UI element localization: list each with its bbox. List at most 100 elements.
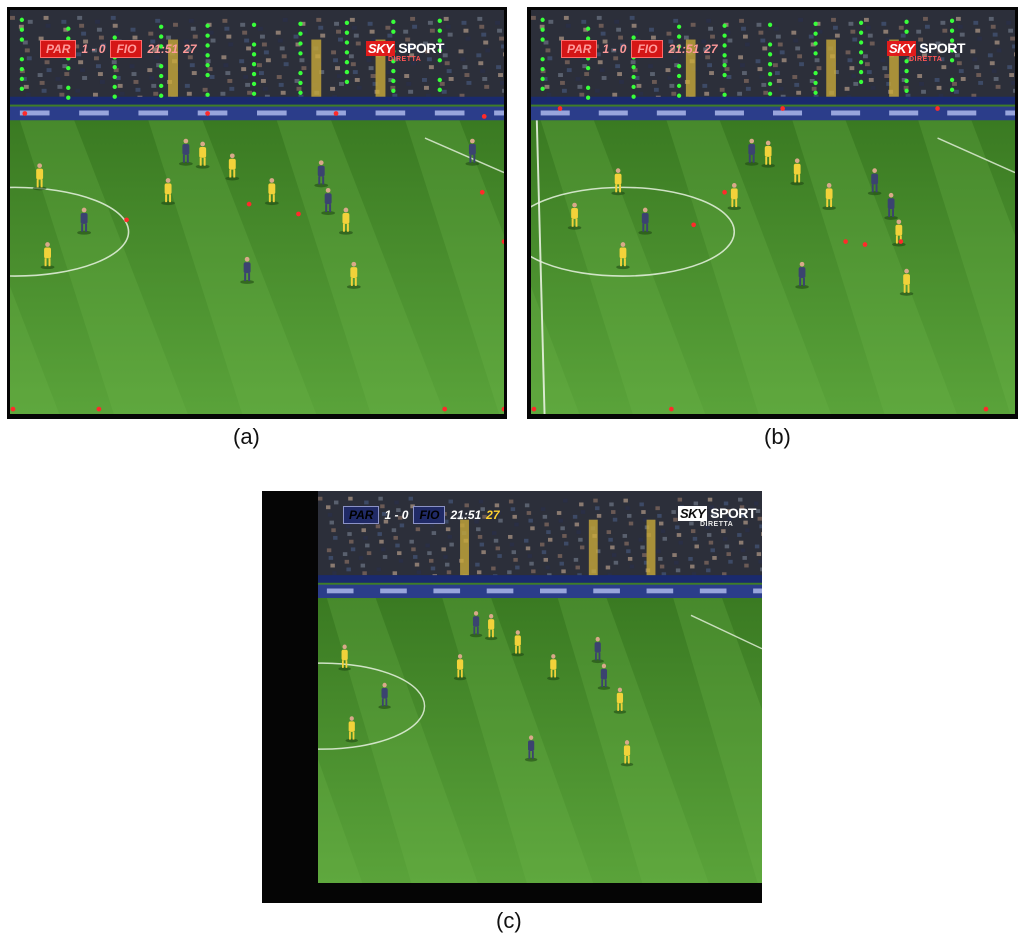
spectator xyxy=(632,68,638,73)
spectator xyxy=(863,17,869,22)
stand-stairs xyxy=(588,519,598,579)
feature-point-inlier xyxy=(858,20,864,25)
spectator xyxy=(442,53,448,58)
spectator xyxy=(918,37,924,42)
spectator xyxy=(924,24,930,29)
feature-point-inlier xyxy=(158,44,164,49)
spectator xyxy=(130,27,136,32)
spectator xyxy=(601,76,607,80)
spectator xyxy=(377,532,382,536)
spectator xyxy=(622,534,628,538)
spectator xyxy=(615,64,621,69)
spectator xyxy=(424,49,430,54)
spectator xyxy=(614,19,620,24)
spectator xyxy=(869,41,875,46)
feature-point-inlier xyxy=(158,24,164,29)
spectator xyxy=(524,538,529,543)
feature-point-inlier xyxy=(205,33,210,38)
spectator xyxy=(737,91,743,96)
spectator xyxy=(414,562,420,567)
feature-point-inlier xyxy=(858,79,864,85)
spectator xyxy=(596,15,602,20)
spectator xyxy=(561,569,566,574)
spectator xyxy=(542,77,548,81)
centre-circle xyxy=(10,186,130,277)
spectator xyxy=(668,39,674,44)
spectator xyxy=(922,53,927,58)
spectator xyxy=(970,49,976,54)
feature-point-inlier xyxy=(813,70,818,76)
spectator xyxy=(226,34,232,39)
spectator xyxy=(739,505,745,510)
spectator xyxy=(762,46,768,51)
spectator xyxy=(466,80,472,85)
spectator xyxy=(428,65,434,70)
spectator xyxy=(703,47,709,52)
spectator xyxy=(382,555,388,559)
spectator xyxy=(459,93,465,98)
home-team-b: PAR xyxy=(561,40,598,58)
spectator xyxy=(754,501,759,506)
spectator xyxy=(294,78,300,83)
spectator xyxy=(333,58,339,63)
spectator xyxy=(547,537,553,542)
spectator xyxy=(938,93,944,98)
spectator xyxy=(339,81,344,86)
spectator xyxy=(611,553,617,557)
spectator xyxy=(464,503,469,508)
feature-point-inlier xyxy=(722,92,727,97)
spectator xyxy=(957,24,963,29)
feature-point-inlier xyxy=(904,68,909,74)
added-time-b: 27 xyxy=(704,42,718,56)
spectator xyxy=(627,513,632,518)
feature-point-inlier xyxy=(949,28,955,33)
spectator xyxy=(405,37,411,42)
feature-point-inlier xyxy=(722,33,727,38)
spectator xyxy=(704,91,710,96)
feature-point-inlier xyxy=(540,66,545,72)
feature-point-inlier xyxy=(767,22,773,27)
spectator xyxy=(1010,36,1015,41)
feature-point-inlier xyxy=(205,92,210,97)
spectator xyxy=(774,71,780,76)
ad-board-brand xyxy=(433,588,461,594)
spectator xyxy=(149,76,155,80)
spectator xyxy=(37,73,43,78)
spectator xyxy=(565,23,571,28)
spectator xyxy=(708,26,713,31)
spectator xyxy=(977,36,983,41)
spectator xyxy=(709,71,714,76)
ad-board-brand xyxy=(486,588,514,594)
feature-point-inlier xyxy=(298,21,303,26)
spectator xyxy=(350,62,356,67)
spectator xyxy=(756,22,762,27)
spectator xyxy=(379,539,384,544)
spectator xyxy=(810,42,816,47)
spectator xyxy=(674,560,679,565)
spectator xyxy=(497,28,503,33)
pitch-stripe xyxy=(276,120,445,414)
spectator xyxy=(625,506,630,511)
feature-point-inlier xyxy=(437,77,442,83)
feature-point-inlier xyxy=(722,23,727,28)
spectator xyxy=(114,31,120,36)
ad-board-brand xyxy=(380,588,407,594)
spectator xyxy=(781,58,787,63)
spectator xyxy=(495,20,501,25)
feature-point-inlier xyxy=(158,34,164,39)
ad-board-brand xyxy=(714,110,744,116)
pitch-stripe xyxy=(19,120,188,414)
feature-point-inlier xyxy=(298,51,303,56)
feature-point-outlier xyxy=(935,106,940,111)
feature-point-inlier xyxy=(676,83,682,89)
spectator xyxy=(280,90,286,95)
feature-point-inlier xyxy=(158,63,164,69)
spectator xyxy=(773,63,778,68)
spectator xyxy=(633,31,639,36)
spectator xyxy=(398,558,404,563)
player-navy xyxy=(314,160,329,188)
feature-point-inlier xyxy=(858,40,864,45)
spectator xyxy=(413,555,418,559)
feature-point-inlier xyxy=(391,78,396,84)
spectator xyxy=(634,76,640,80)
